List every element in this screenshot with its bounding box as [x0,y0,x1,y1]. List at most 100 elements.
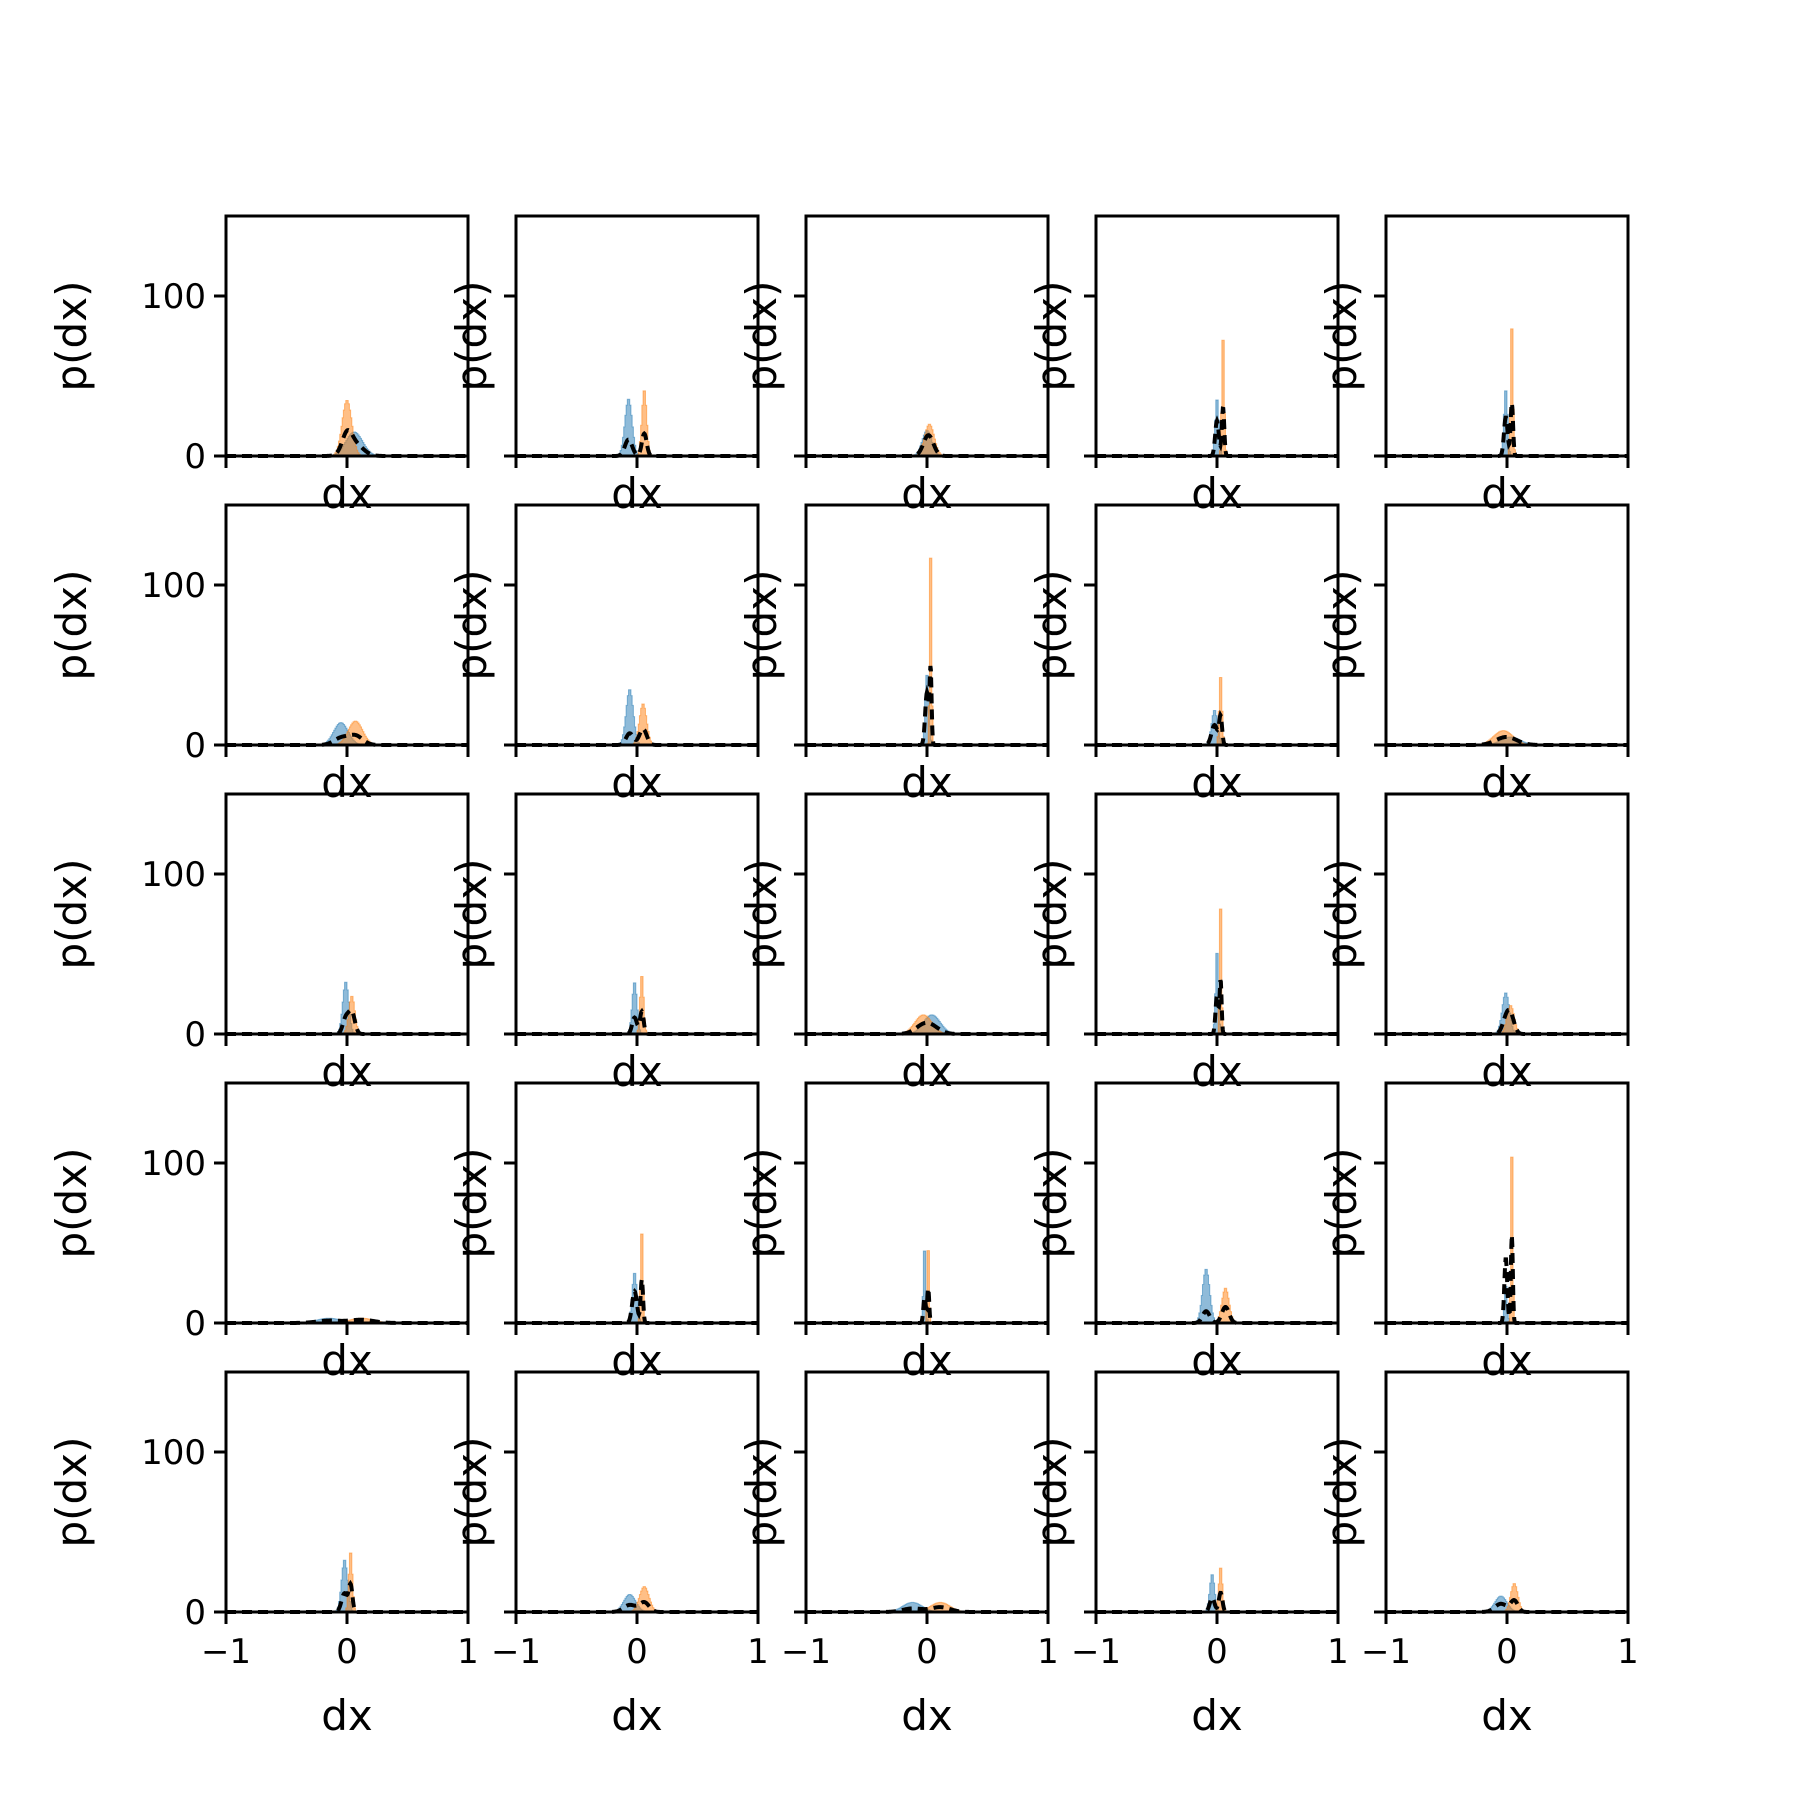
x-axis-label: dx [1481,1336,1533,1385]
y-axis-label: p(dx) [47,570,96,681]
histogram-panel-r1-c1: 0 100 dx p(dx) [47,214,470,518]
x-axis-label: dx [1191,758,1243,807]
y-axis-label: p(dx) [1317,1148,1366,1259]
histogram-panel-r5-c5: −1 0 1 dx p(dx) [1317,1370,1639,1740]
y-axis-label: p(dx) [1027,1148,1076,1259]
histogram-panel-r5-c3: −1 0 1 dx p(dx) [737,1370,1059,1740]
y-tick-label: 0 [184,437,206,477]
histogram-panel-r3-c2: dx p(dx) [447,792,760,1096]
histogram-panel-r2-c1: 0 100 dx p(dx) [47,503,470,807]
x-tick-label: 0 [336,1632,358,1672]
histogram-panel-r2-c2: dx p(dx) [447,503,760,807]
histogram-panel-r1-c4: dx p(dx) [1027,214,1340,518]
x-tick-label: −1 [1071,1632,1121,1672]
y-axis-label: p(dx) [47,1148,96,1259]
y-axis-label: p(dx) [737,859,786,970]
x-axis-label: dx [901,758,953,807]
x-axis-label: dx [1481,1047,1533,1096]
x-tick-label: 1 [1327,1632,1349,1672]
x-tick-label: 0 [626,1632,648,1672]
histogram-panel-r5-c4: −1 0 1 dx p(dx) [1027,1370,1349,1740]
y-axis-label: p(dx) [47,859,96,970]
histogram-panel-r4-c3: dx p(dx) [737,1081,1050,1385]
histogram-panel-r4-c4: dx p(dx) [1027,1081,1340,1385]
histogram-panel-r1-c2: dx p(dx) [447,214,760,518]
x-axis-label: dx [321,1336,373,1385]
y-axis-label: p(dx) [47,1437,96,1548]
y-tick-label: 100 [141,566,206,606]
y-axis-label: p(dx) [1027,570,1076,681]
x-axis-label: dx [611,758,663,807]
x-tick-label: −1 [491,1632,541,1672]
x-axis-label: dx [1481,758,1533,807]
histogram-panel-r3-c5: dx p(dx) [1317,792,1630,1096]
x-axis-label: dx [611,469,663,518]
x-axis-label: dx [611,1336,663,1385]
y-tick-label: 0 [184,1015,206,1055]
x-axis-label: dx [1191,469,1243,518]
histogram-panel-r3-c3: dx p(dx) [737,792,1050,1096]
y-tick-label: 100 [141,277,206,317]
x-axis-label: dx [901,469,953,518]
histogram-panel-r4-c1: 0 100 dx p(dx) [47,1081,470,1385]
x-tick-label: −1 [781,1632,831,1672]
histogram-panel-r1-c5: dx p(dx) [1317,214,1630,518]
y-tick-label: 0 [184,1304,206,1344]
histogram-panel-r4-c5: dx p(dx) [1317,1081,1630,1385]
x-axis-label: dx [611,1047,663,1096]
histogram-panel-r2-c5: dx p(dx) [1317,503,1630,807]
y-tick-label: 100 [141,855,206,895]
histogram-panel-r1-c3: dx p(dx) [737,214,1050,518]
y-tick-label: 100 [141,1433,206,1473]
x-axis-label: dx [901,1336,953,1385]
x-tick-label: 1 [747,1632,769,1672]
x-axis-label: dx [1481,1691,1533,1740]
x-axis-label: dx [901,1691,953,1740]
y-axis-label: p(dx) [447,1437,496,1548]
x-axis-label: dx [321,758,373,807]
x-axis-label: dx [321,1691,373,1740]
histogram-panel-r3-c1: 0 100 dx p(dx) [47,792,470,1096]
histogram-panel-r2-c3: dx p(dx) [737,503,1050,807]
y-axis-label: p(dx) [737,1148,786,1259]
x-tick-label: 0 [1496,1632,1518,1672]
x-axis-label: dx [321,469,373,518]
y-axis-label: p(dx) [1027,1437,1076,1548]
x-tick-label: −1 [1361,1632,1411,1672]
y-axis-label: p(dx) [737,281,786,392]
y-axis-label: p(dx) [1317,281,1366,392]
x-axis-label: dx [1191,1691,1243,1740]
histogram-panel-r4-c2: dx p(dx) [447,1081,760,1385]
x-axis-label: dx [1191,1047,1243,1096]
x-axis-label: dx [1191,1336,1243,1385]
y-axis-label: p(dx) [447,570,496,681]
x-tick-label: 1 [1037,1632,1059,1672]
y-axis-label: p(dx) [447,859,496,970]
histogram-panel-r3-c4: dx p(dx) [1027,792,1340,1096]
x-axis-label: dx [1481,469,1533,518]
x-axis-label: dx [321,1047,373,1096]
x-tick-label: 0 [1206,1632,1228,1672]
y-axis-label: p(dx) [1317,1437,1366,1548]
histogram-panel-r2-c4: dx p(dx) [1027,503,1340,807]
y-axis-label: p(dx) [737,570,786,681]
y-axis-label: p(dx) [1027,859,1076,970]
x-tick-label: 1 [1617,1632,1639,1672]
y-axis-label: p(dx) [737,1437,786,1548]
y-axis-label: p(dx) [447,281,496,392]
x-tick-label: 1 [457,1632,479,1672]
x-tick-label: 0 [916,1632,938,1672]
y-axis-label: p(dx) [1317,570,1366,681]
y-axis-label: p(dx) [447,1148,496,1259]
y-tick-label: 0 [184,726,206,766]
y-tick-label: 100 [141,1144,206,1184]
y-axis-label: p(dx) [1317,859,1366,970]
x-tick-label: −1 [201,1632,251,1672]
panels-layer: 0100dxp(dx)dxp(dx)dxp(dx)dxp(dx)dxp(dx)0… [47,214,1639,1740]
x-axis-label: dx [901,1047,953,1096]
y-axis-label: p(dx) [1027,281,1076,392]
histogram-panel-r5-c2: −1 0 1 dx p(dx) [447,1370,769,1740]
